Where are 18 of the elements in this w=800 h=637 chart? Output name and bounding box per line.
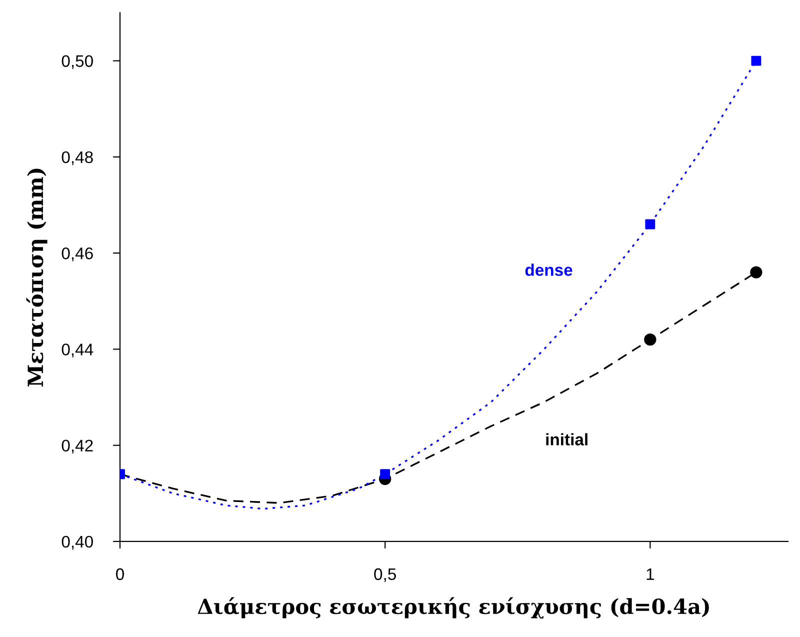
x-axis-title: Διάμετρος εσωτερικής ενίσχυσης (d=0.4a) — [198, 597, 709, 619]
point — [751, 56, 762, 66]
point — [645, 219, 656, 230]
point — [644, 334, 656, 346]
y-tick-label: 0,48 — [62, 151, 93, 166]
text: initial — [546, 433, 588, 446]
text: dense — [525, 264, 572, 276]
point — [750, 266, 762, 278]
y-tick-label: 0,42 — [62, 440, 93, 454]
y-tick-label: 0,40 — [62, 536, 93, 550]
y-axis-title: Μετατόπιση (mm) — [26, 168, 48, 387]
x-tick-label: 0 — [116, 568, 124, 580]
x-tick-label: 0,5 — [374, 568, 396, 582]
y-tick-label: 0,50 — [62, 55, 93, 69]
x-tick-label: 1 — [646, 568, 654, 580]
y-tick-label: 0,44 — [62, 344, 94, 358]
y-tick-label: 0,46 — [62, 247, 93, 262]
point — [380, 469, 390, 480]
